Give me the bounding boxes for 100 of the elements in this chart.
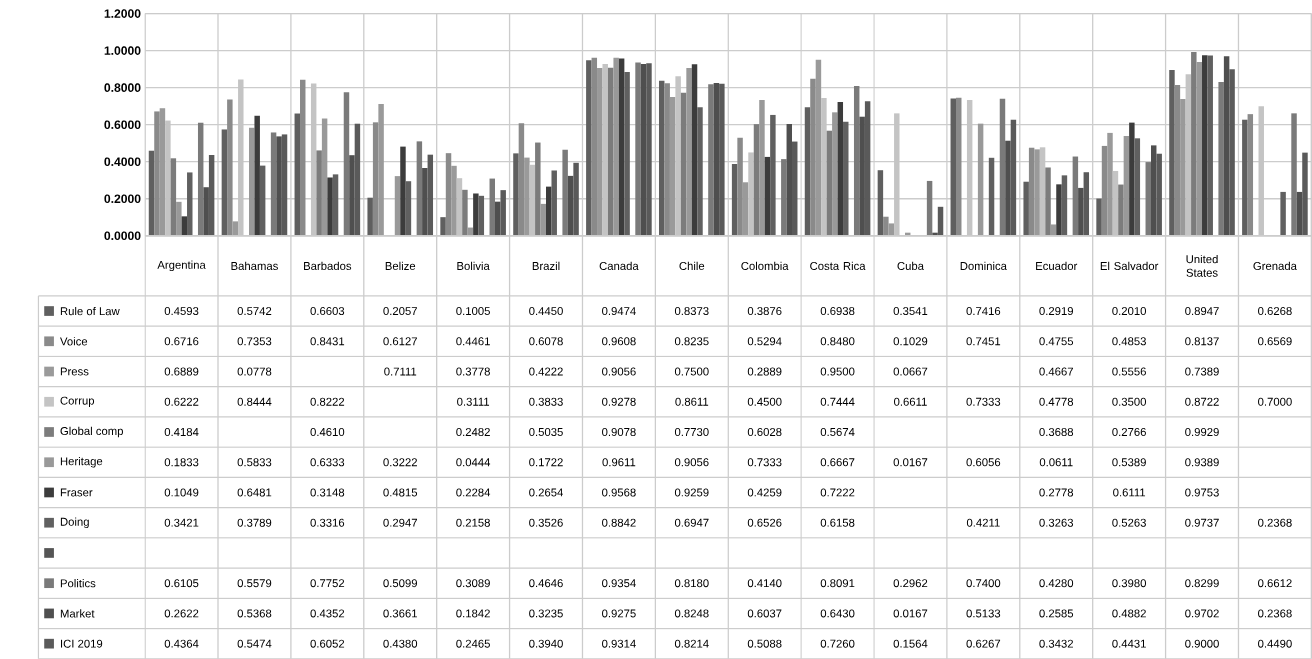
- bar: [332, 174, 339, 236]
- bar: [1145, 161, 1151, 236]
- bar: [764, 156, 771, 236]
- bar: [1242, 119, 1248, 236]
- data-label: 0.7500: [674, 367, 709, 376]
- data-label: 0.9278: [602, 397, 636, 406]
- data-label: 0.3876: [747, 306, 782, 315]
- data-label: 0.6158: [820, 518, 855, 527]
- data-label: 0.2284: [456, 488, 491, 497]
- data-label: 0.3148: [310, 488, 345, 497]
- y-tick-label: 0.4000: [104, 157, 141, 166]
- x-tick-label: Barbados: [304, 261, 352, 270]
- data-label: 0.9474: [602, 306, 636, 315]
- data-label: 0.7444: [820, 397, 855, 406]
- data-label: 0.7752: [310, 578, 345, 587]
- data-label: 0.9389: [1185, 458, 1219, 467]
- data-label: 0.3111: [457, 397, 490, 406]
- data-label: 0.3421: [164, 518, 199, 527]
- data-label: 0.3500: [1112, 397, 1147, 406]
- data-label: 0.9056: [674, 458, 709, 467]
- bar: [321, 118, 328, 236]
- data-label: 0.4461: [456, 337, 490, 346]
- data-label: 0.7222: [820, 488, 855, 497]
- data-label: 0.7416: [966, 306, 1001, 315]
- bar: [586, 60, 592, 236]
- data-label: 0.4610: [310, 427, 345, 436]
- data-label: 0.8137: [1185, 337, 1219, 346]
- data-label: 0.2889: [747, 367, 782, 376]
- data-label: 0.8091: [820, 578, 855, 587]
- x-tick-label: Cuba: [897, 261, 924, 270]
- data-label: 0.0444: [456, 458, 491, 467]
- bar: [1072, 156, 1079, 236]
- data-label: 0.4140: [747, 578, 782, 587]
- bar: [170, 158, 177, 236]
- bar: [473, 193, 479, 236]
- bar: [270, 132, 277, 236]
- data-label: 0.2778: [1039, 488, 1074, 497]
- data-label: 0.9608: [602, 337, 636, 346]
- bar: [394, 175, 401, 236]
- data-label: 0.3789: [237, 518, 272, 527]
- bar: [686, 67, 692, 236]
- bar: [300, 79, 306, 236]
- data-label: 0.3263: [1039, 518, 1074, 527]
- data-label: 0.8180: [674, 578, 709, 587]
- bar: [221, 129, 228, 236]
- data-label: 0.8373: [674, 306, 709, 315]
- data-label: 0.2010: [1112, 306, 1147, 315]
- data-label: 0.6526: [747, 518, 782, 527]
- data-label: 0.3541: [893, 306, 928, 315]
- data-label: 0.8248: [674, 609, 709, 618]
- bar: [316, 150, 322, 236]
- legend-label: Corrup: [60, 396, 95, 407]
- bar: [977, 123, 984, 236]
- bar: [877, 169, 884, 236]
- bar: [1174, 84, 1181, 236]
- legend-label: ICI 2019: [61, 639, 103, 648]
- data-label: 0.4280: [1039, 578, 1074, 587]
- x-tick-label: United States: [1186, 254, 1218, 277]
- data-label: 0.5556: [1112, 367, 1146, 376]
- data-label: 0.3222: [383, 458, 417, 467]
- data-label: 0.6612: [1258, 578, 1292, 587]
- data-label: 0.9354: [602, 578, 636, 587]
- x-tick-label: Belize: [385, 261, 416, 270]
- data-label: 0.6028: [747, 427, 782, 436]
- data-label: 0.5368: [237, 609, 272, 618]
- data-label: 0.2368: [1258, 609, 1292, 618]
- data-label: 0.3432: [1039, 639, 1073, 648]
- bar: [786, 123, 793, 236]
- data-label: 0.6569: [1258, 337, 1292, 346]
- bar: [1034, 149, 1040, 236]
- data-label: 0.4184: [164, 427, 199, 436]
- data-label: 0.4259: [747, 488, 782, 497]
- bar: [176, 201, 182, 236]
- data-label: 0.5294: [747, 337, 782, 346]
- bar: [227, 99, 233, 236]
- bar: [759, 99, 765, 236]
- data-label: 0.8431: [310, 337, 345, 346]
- y-tick-label: 1.0000: [104, 46, 141, 55]
- bar: [624, 71, 630, 236]
- bar: [400, 146, 406, 236]
- bar: [1045, 167, 1051, 236]
- bar: [926, 180, 933, 236]
- data-label: 0.9314: [602, 639, 636, 648]
- bar: [159, 108, 166, 236]
- data-label: 0.5579: [237, 578, 272, 587]
- data-label: 0.6430: [820, 609, 855, 618]
- bar: [1207, 55, 1213, 236]
- bar: [1291, 113, 1297, 236]
- x-tick-label: Argentina: [157, 260, 206, 271]
- data-label: 0.9056: [602, 367, 636, 376]
- bar: [669, 96, 676, 236]
- data-label: 0.3526: [529, 518, 563, 527]
- bar: [1191, 51, 1197, 236]
- bar: [737, 137, 743, 236]
- legend-label: Heritage: [60, 456, 103, 468]
- bar: [154, 111, 160, 236]
- data-label: 0.4450: [529, 306, 563, 315]
- y-tick-label: 0.6000: [104, 120, 141, 129]
- bar: [1180, 98, 1186, 236]
- bar: [770, 114, 776, 236]
